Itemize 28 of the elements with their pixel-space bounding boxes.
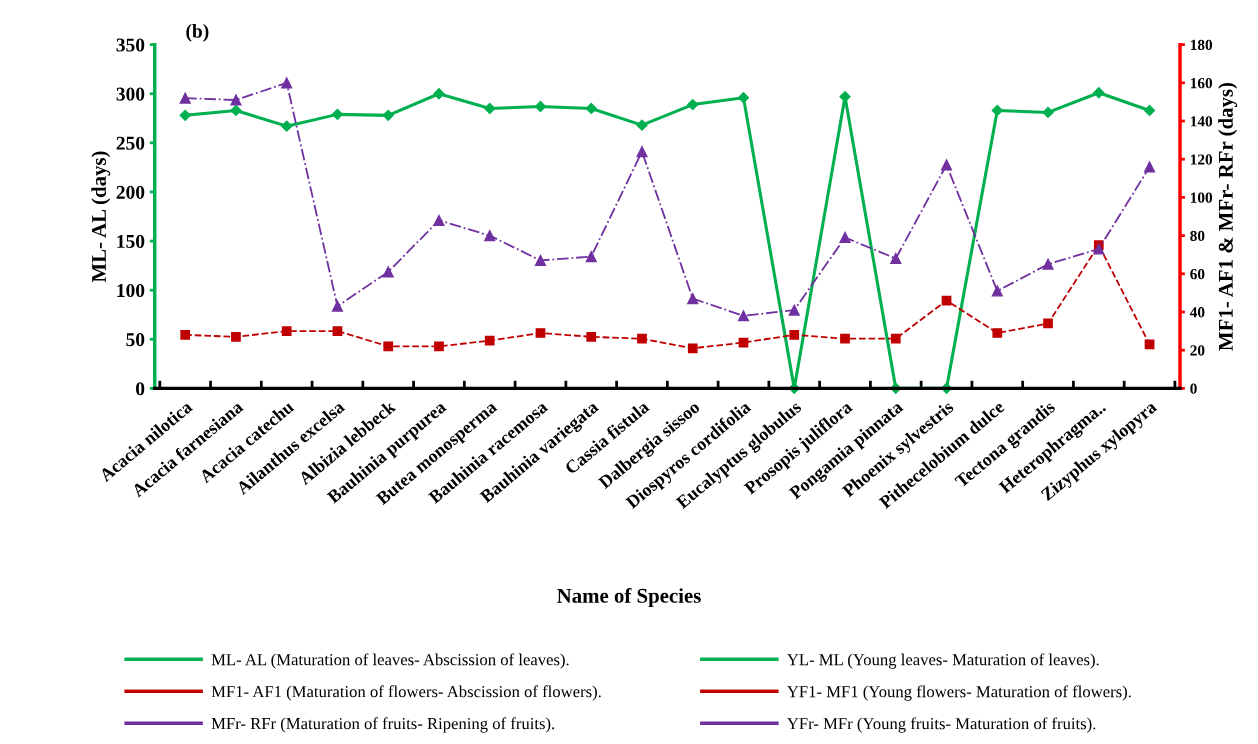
x-axis-title: Name of Species bbox=[557, 587, 701, 608]
y2-tick-label: 80 bbox=[1190, 230, 1205, 242]
y2-tick-label: 20 bbox=[1190, 345, 1205, 356]
y2-tick-label: 140 bbox=[1190, 116, 1213, 127]
legend-label: YFr- MFr (Young fruits- Maturation of fruits). bbox=[787, 717, 1096, 733]
y2-tick-label: 160 bbox=[1190, 77, 1213, 89]
y-tick-label: 100 bbox=[117, 283, 145, 298]
legend-label: ML- AL (Maturation of leaves- Abscission of leaves). bbox=[211, 653, 569, 669]
y2-axis-title: MF1- AF1 & MFr- RFr (days) bbox=[1218, 82, 1238, 351]
y2-tick-label: 60 bbox=[1190, 268, 1205, 280]
legend-label: MFr- RFr (Maturation of fruits- Ripening of fruits). bbox=[211, 717, 555, 733]
y2-tick-label: 40 bbox=[1189, 307, 1205, 318]
y-tick-label: 50 bbox=[126, 333, 145, 347]
y-tick-label: 250 bbox=[116, 136, 145, 150]
legend-label: MF1- AF1 (Maturation of flowers- Abscission of flowers). bbox=[211, 685, 601, 701]
y-tick-label: 300 bbox=[116, 87, 145, 101]
y-tick-label: 150 bbox=[117, 234, 145, 248]
chart-title: (b) bbox=[186, 24, 209, 42]
y-axis-title: ML- AL (days) bbox=[91, 151, 111, 283]
legend-label: YL- ML (Young leaves- Maturation of leaves). bbox=[787, 653, 1099, 669]
y-tick-label: 350 bbox=[116, 38, 145, 52]
y2-tick-label: 180 bbox=[1190, 39, 1213, 51]
y2-tick-label: 0 bbox=[1190, 383, 1197, 394]
legend-label: YF1- MF1 (Young flowers- Maturation of flowers). bbox=[787, 685, 1131, 701]
y2-tick-label: 120 bbox=[1190, 154, 1213, 165]
y-tick-label: 0 bbox=[136, 382, 145, 396]
y-tick-label: 200 bbox=[116, 185, 145, 199]
y2-tick-label: 100 bbox=[1190, 192, 1213, 203]
